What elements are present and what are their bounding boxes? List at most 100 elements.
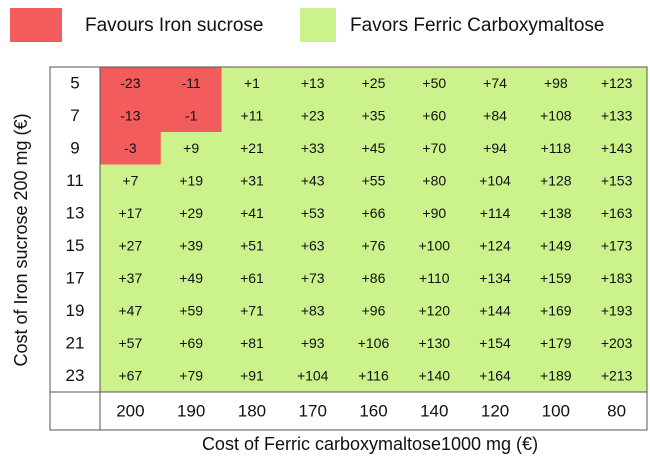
cell-value: +169 (540, 302, 572, 318)
cell-bg (403, 197, 466, 230)
cell-value: +90 (422, 205, 446, 221)
cell-value: +69 (179, 335, 203, 351)
cell-value: +94 (483, 140, 507, 156)
cell-value: +35 (362, 107, 386, 123)
cell-value: +128 (540, 172, 572, 188)
column-label: 120 (481, 401, 509, 420)
cell-bg (464, 294, 526, 328)
cell-bg (464, 164, 526, 198)
cell-bg (343, 229, 405, 263)
cell-value: +61 (240, 270, 264, 286)
cell-bg (525, 294, 587, 328)
cell-value: +76 (362, 237, 386, 253)
cell-bg (403, 294, 466, 328)
cell-value: +17 (119, 205, 143, 221)
cell-bg (586, 294, 648, 328)
cell-value: +84 (483, 107, 507, 123)
cell-bg (464, 327, 526, 360)
cell-bg (525, 132, 587, 165)
cell-value: +124 (479, 237, 511, 253)
row-label: 9 (70, 139, 79, 158)
cell-value: +110 (419, 270, 450, 286)
cell-bg (282, 229, 344, 263)
column-label: 170 (299, 401, 327, 420)
row-label: 15 (66, 236, 85, 255)
cell-value: +23 (301, 107, 325, 123)
cell-bg (160, 327, 223, 360)
cell-bg (100, 294, 162, 328)
cell-bg (100, 327, 162, 360)
cell-value: +140 (419, 367, 451, 383)
cell-value: +144 (479, 302, 511, 318)
cell-value: +73 (301, 270, 325, 286)
cell-bg (160, 262, 223, 295)
cell-bg (282, 327, 344, 360)
cell-bg (282, 294, 344, 328)
cell-value: +149 (540, 237, 572, 253)
legend-swatch (10, 8, 62, 42)
cell-bg (525, 327, 587, 360)
cell-value: +80 (422, 172, 446, 188)
column-label: 180 (238, 401, 266, 420)
cell-value: +189 (540, 367, 572, 383)
cell-bg (464, 132, 526, 165)
cell-value: +93 (301, 335, 325, 351)
cell-bg (221, 262, 283, 295)
cell-bg (282, 132, 344, 165)
cell-bg (586, 262, 648, 295)
cell-value: +9 (183, 140, 199, 156)
cell-bg (586, 67, 648, 100)
cell-value: +74 (483, 75, 507, 91)
column-label: 80 (607, 401, 626, 420)
cell-value: +179 (540, 335, 572, 351)
cell-value: +27 (119, 237, 143, 253)
cell-value: -1 (185, 107, 198, 123)
cell-bg (525, 262, 587, 295)
cell-bg (100, 359, 162, 393)
cell-value: +25 (362, 75, 386, 91)
cell-value: +213 (601, 367, 633, 383)
cell-value: -13 (120, 107, 140, 123)
cell-bg (464, 359, 526, 393)
x-axis-label: Cost of Ferric carboxymaltose1000 mg (€) (202, 434, 538, 454)
cell-bg (343, 164, 405, 198)
column-label: 160 (359, 401, 387, 420)
row-label: 23 (66, 366, 85, 385)
cell-bg (464, 229, 526, 263)
cell-value: +11 (241, 107, 264, 123)
row-label: 19 (66, 301, 85, 320)
cell-value: +33 (301, 140, 325, 156)
cell-value: +81 (240, 335, 264, 351)
cell-bg (586, 164, 648, 198)
cell-value: +114 (480, 205, 511, 221)
cell-bg (221, 197, 283, 230)
cell-bg (221, 294, 283, 328)
cell-value: +123 (601, 75, 633, 91)
cell-value: +193 (601, 302, 633, 318)
cell-bg (525, 67, 587, 100)
cell-value: +51 (240, 237, 264, 253)
cell-bg (586, 229, 648, 263)
cell-value: +159 (540, 270, 572, 286)
cell-value: +49 (179, 270, 203, 286)
cell-bg (100, 67, 162, 100)
cell-bg (160, 164, 223, 198)
cell-bg (403, 359, 466, 393)
cell-value: +116 (358, 367, 389, 383)
cell-bg (403, 132, 466, 165)
cell-bg (221, 229, 283, 263)
cell-value: +164 (479, 367, 511, 383)
cell-bg (100, 99, 162, 133)
cell-value: +183 (601, 270, 633, 286)
row-label: 5 (70, 74, 79, 93)
cell-value: +106 (358, 335, 390, 351)
cell-bg (525, 359, 587, 393)
cell-value: +67 (119, 367, 143, 383)
cell-bg (221, 99, 283, 133)
cell-bg (282, 197, 344, 230)
cell-bg (160, 294, 223, 328)
cell-bg (100, 262, 162, 295)
cell-bg (100, 197, 162, 230)
cell-bg (403, 262, 466, 295)
cell-value: +21 (240, 140, 264, 156)
